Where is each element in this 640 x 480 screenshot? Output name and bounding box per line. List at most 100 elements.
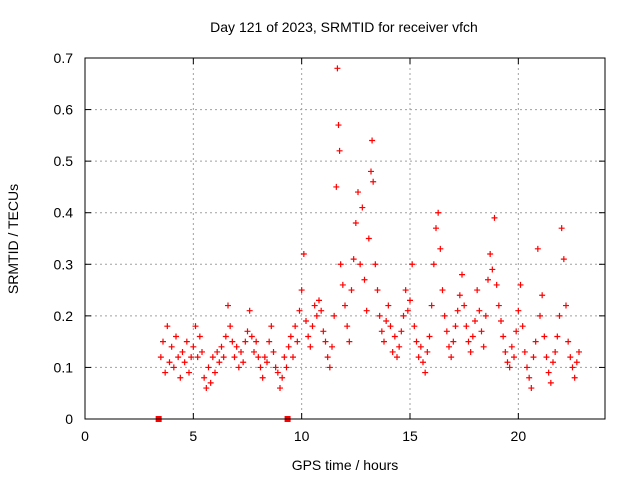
data-point: [543, 354, 550, 361]
data-point: [541, 333, 548, 340]
data-point: [196, 333, 203, 340]
data-point: [374, 287, 381, 294]
plot-frame: [84, 57, 606, 420]
data-point: [441, 312, 448, 319]
data-point: [205, 364, 212, 371]
data-point: [283, 364, 290, 371]
data-point: [298, 287, 305, 294]
data-point: [519, 323, 526, 330]
data-point: [558, 225, 565, 232]
data-point: [398, 328, 405, 335]
data-point: [448, 354, 455, 361]
data-point: [415, 354, 422, 361]
y-tick-label: 0.4: [54, 205, 74, 221]
data-point: [521, 348, 528, 355]
y-tick-label: 0.1: [54, 359, 74, 375]
data-point: [413, 338, 420, 345]
data-point: [365, 235, 372, 242]
data-point: [160, 338, 166, 345]
data-point: [547, 379, 554, 386]
data-point: [478, 328, 485, 335]
data-point: [407, 297, 413, 304]
data-point: [246, 307, 253, 314]
data-point: [287, 333, 294, 340]
data-point: [383, 318, 390, 325]
data-point: [426, 333, 433, 340]
data-point: [372, 261, 379, 268]
chart-title: Day 121 of 2023, SRMTID for receiver vfc…: [210, 19, 478, 35]
data-point: [186, 369, 192, 376]
data-point: [576, 348, 582, 355]
data-point: [320, 328, 327, 335]
data-point: [369, 137, 376, 144]
data-point: [357, 261, 364, 268]
data-point: [181, 359, 188, 366]
data-point: [259, 374, 266, 381]
data-point: [313, 312, 320, 319]
data-point: [517, 281, 524, 288]
data-point: [233, 343, 240, 350]
data-point: [277, 385, 283, 392]
data-point: [534, 245, 541, 252]
data-point: [227, 323, 234, 330]
data-point: [266, 338, 273, 345]
data-point: [183, 338, 190, 345]
data-point: [207, 379, 214, 386]
data-point: [524, 364, 530, 371]
data-point: [443, 328, 450, 335]
data-point: [218, 343, 225, 350]
data-point: [216, 359, 223, 366]
data-point: [305, 333, 312, 340]
data-point: [474, 287, 481, 294]
data-point: [336, 147, 343, 154]
y-tick-label: 0: [65, 411, 73, 427]
data-point: [400, 312, 407, 319]
data-point: [244, 328, 251, 335]
data-point: [251, 348, 257, 355]
data-point: [294, 338, 301, 345]
x-axis-label: GPS time / hours: [292, 457, 399, 473]
data-point: [545, 369, 552, 376]
data-point: [428, 302, 435, 309]
data-point: [404, 307, 411, 314]
data-point: [355, 189, 361, 196]
data-point: [296, 307, 303, 314]
data-point: [346, 338, 353, 345]
data-point: [279, 374, 286, 381]
data-point: [322, 338, 329, 345]
axis-ticks: 0 0.1 0.2 0.3 0.4 0.5 0.6 0.7 0 5 10 15 20: [54, 50, 605, 444]
data-point: [571, 374, 578, 381]
data-point: [292, 323, 299, 330]
data-point: [491, 214, 498, 221]
data-point: [188, 354, 195, 361]
data-point: [567, 354, 574, 361]
x-tick-label: 10: [294, 428, 310, 444]
data-point: [331, 312, 338, 319]
data-point: [506, 364, 513, 371]
data-point: [261, 354, 268, 361]
data-point: [387, 323, 394, 330]
data-point: [465, 338, 472, 345]
data-point: [177, 374, 184, 381]
data-point: [229, 338, 236, 345]
data-point: [238, 348, 244, 355]
data-point: [303, 318, 309, 325]
data-point: [469, 333, 476, 340]
data-point: [480, 343, 487, 350]
data-point: [203, 385, 210, 392]
data-point: [281, 354, 288, 361]
data-point: [381, 338, 387, 345]
data-point: [526, 374, 533, 381]
data-point: [192, 323, 199, 330]
data-point: [446, 343, 452, 350]
data-point: [569, 364, 576, 371]
data-point: [376, 312, 383, 319]
data-point: [482, 312, 489, 319]
data-point: [339, 281, 346, 288]
data-point: [422, 369, 429, 376]
data-point: [552, 348, 559, 355]
data-point: [528, 385, 535, 392]
data-point: [378, 328, 385, 335]
data-point: [270, 348, 277, 355]
